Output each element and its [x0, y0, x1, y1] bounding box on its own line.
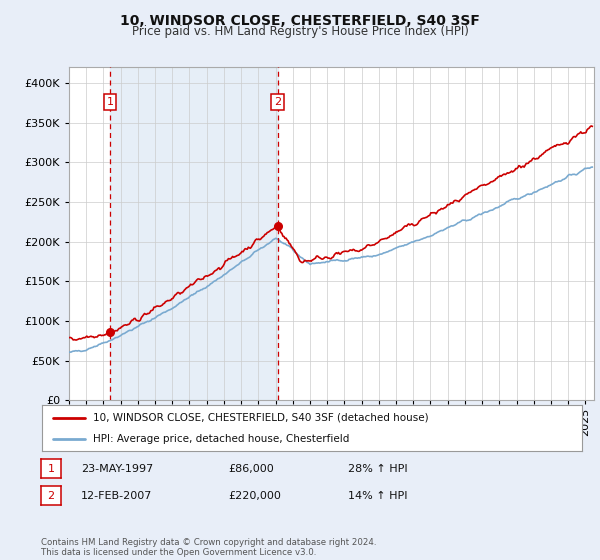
Text: 14% ↑ HPI: 14% ↑ HPI — [348, 491, 407, 501]
Text: 1: 1 — [47, 464, 55, 474]
Text: £220,000: £220,000 — [228, 491, 281, 501]
Text: HPI: Average price, detached house, Chesterfield: HPI: Average price, detached house, Ches… — [94, 435, 350, 444]
Text: 23-MAY-1997: 23-MAY-1997 — [81, 464, 153, 474]
Text: 1: 1 — [107, 97, 113, 107]
Text: Contains HM Land Registry data © Crown copyright and database right 2024.
This d: Contains HM Land Registry data © Crown c… — [41, 538, 376, 557]
Bar — [110, 67, 278, 400]
Text: 28% ↑ HPI: 28% ↑ HPI — [348, 464, 407, 474]
Text: 10, WINDSOR CLOSE, CHESTERFIELD, S40 3SF (detached house): 10, WINDSOR CLOSE, CHESTERFIELD, S40 3SF… — [94, 413, 429, 423]
Text: 2: 2 — [47, 491, 55, 501]
Text: £86,000: £86,000 — [228, 464, 274, 474]
Text: 10, WINDSOR CLOSE, CHESTERFIELD, S40 3SF: 10, WINDSOR CLOSE, CHESTERFIELD, S40 3SF — [120, 14, 480, 28]
Text: Price paid vs. HM Land Registry's House Price Index (HPI): Price paid vs. HM Land Registry's House … — [131, 25, 469, 38]
Text: 2: 2 — [274, 97, 281, 107]
Text: 12-FEB-2007: 12-FEB-2007 — [81, 491, 152, 501]
